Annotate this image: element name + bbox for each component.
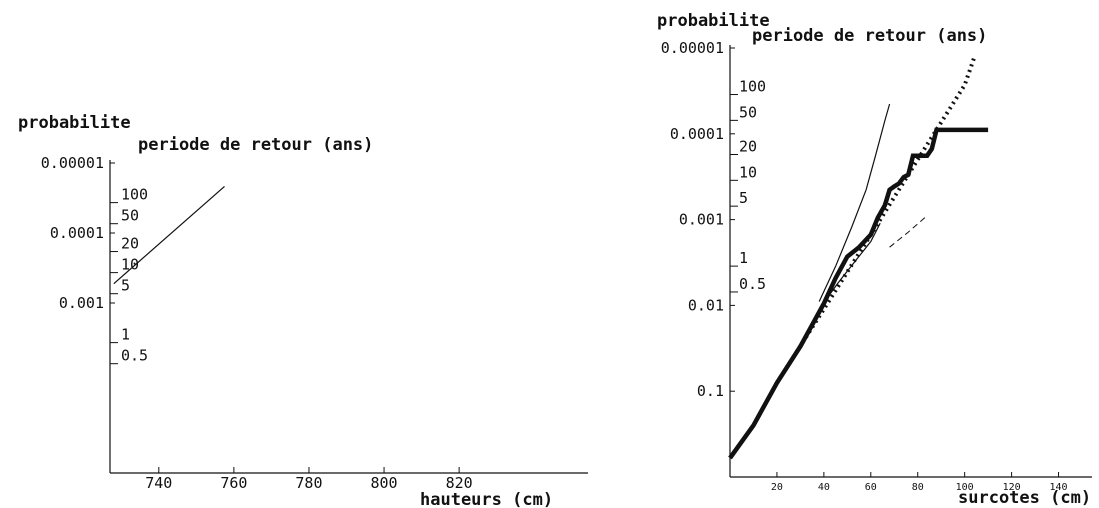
left-xlabel: hauteurs (cm) — [420, 490, 553, 508]
return-period-label: 20 — [739, 138, 757, 156]
x-tick-label: 60 — [865, 482, 877, 493]
return-period-label: 100 — [121, 186, 148, 204]
x-tick-label: 740 — [145, 474, 172, 492]
y-tick-label: 0.00001 — [661, 39, 724, 57]
return-period-label: 0.5 — [121, 347, 148, 365]
return-period-label: 20 — [121, 235, 139, 253]
left-y2label: periode de retour (ans) — [138, 135, 373, 155]
return-period-label: 5 — [121, 277, 130, 295]
right-xlabel: surcotes (cm) — [958, 488, 1091, 508]
y-tick-label: 0.0001 — [670, 125, 724, 143]
y-tick-label: 0.0001 — [50, 224, 104, 242]
y-tick-label: 0.00001 — [41, 154, 104, 172]
x-tick-label: 40 — [818, 482, 830, 493]
x-tick-label: 780 — [295, 474, 322, 492]
x-tick-label: 800 — [371, 474, 398, 492]
y-tick-label: 0.1 — [697, 382, 724, 400]
return-period-label: 50 — [121, 207, 139, 225]
y-tick-label: 0.001 — [679, 211, 724, 229]
return-period-label: 1 — [739, 249, 748, 267]
return-period-label: 50 — [739, 103, 757, 121]
series-line-thin-2 — [819, 104, 889, 302]
y-tick-label: 0.001 — [59, 294, 104, 312]
return-period-label: 1 — [121, 326, 130, 344]
chart-right: probabilite periode de retour (ans) 20 40… — [657, 11, 1092, 508]
left-marks-layer: 740 760 780 800 8200.000010.00010.0011005020… — [41, 154, 473, 492]
series-line-thick-0 — [730, 130, 988, 458]
right-y2label: periode de retour (ans) — [752, 26, 987, 46]
x-tick-label: 80 — [912, 482, 924, 493]
return-period-label: 100 — [739, 78, 766, 96]
left-ylabel: probabilite — [18, 113, 131, 133]
x-tick-label: 20 — [771, 482, 783, 493]
return-period-label: 5 — [739, 189, 748, 207]
return-period-label: 10 — [739, 163, 757, 181]
chart-left: probabilite periode de retour (ans) 740 7… — [18, 113, 588, 508]
x-tick-label: 760 — [220, 474, 247, 492]
return-period-label: 0.5 — [739, 275, 766, 293]
right-marks-layer: 20 40 60 80 100 120 1400.000010.00010.0010.010… — [661, 39, 1068, 493]
y-tick-label: 0.01 — [688, 296, 724, 314]
series-line-dashed-4 — [890, 216, 928, 248]
